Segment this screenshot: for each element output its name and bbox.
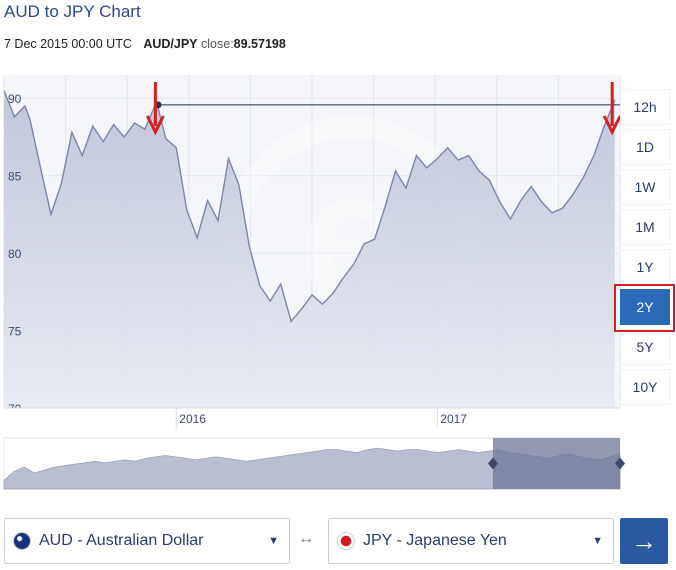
japan-flag-icon [337, 532, 355, 550]
active-range-highlight [614, 284, 675, 332]
pair-label: AUD/JPY [143, 37, 198, 51]
to-currency-select[interactable]: JPY - Japanese Yen ▼ [328, 518, 614, 564]
x-tick-label: 2017 [440, 412, 467, 426]
x-axis-band [4, 408, 620, 428]
series-line [3, 90, 616, 323]
annotation-arrow-2 [602, 82, 622, 136]
close-value: 89.57198 [233, 37, 286, 51]
swap-icon[interactable]: ↔ [298, 530, 314, 547]
arrow-right-icon: → [631, 525, 657, 556]
range-button-1w[interactable]: 1W [620, 169, 670, 205]
range-button-5y[interactable]: 5Y [620, 329, 670, 365]
y-tick-label: 80 [8, 247, 22, 261]
navigator-selection [492, 438, 620, 489]
range-button-10y[interactable]: 10Y [620, 369, 670, 405]
australia-flag-icon [13, 532, 31, 550]
range-button-1d[interactable]: 1D [620, 129, 670, 165]
chevron-down-icon: ▼ [592, 535, 603, 547]
to-currency-label: JPY - Japanese Yen [363, 532, 507, 549]
y-tick-label: 90 [8, 92, 22, 106]
from-currency-label: AUD - Australian Dollar [39, 532, 204, 549]
range-button-12h[interactable]: 12h [620, 89, 670, 125]
x-tick-label: 2016 [179, 412, 206, 426]
datetime-label: 7 Dec 2015 00:00 UTC [4, 37, 132, 51]
range-button-2y[interactable]: 2Y [620, 289, 670, 325]
series-area [4, 90, 615, 408]
navigator-handle-left [487, 457, 498, 470]
aud-jpy-chart[interactable]: e908580757020162017 [0, 70, 676, 495]
page-title: AUD to JPY Chart [4, 2, 141, 21]
close-info: 7 Dec 2015 00:00 UTC AUD/JPY close:89.57… [4, 37, 286, 51]
annotation-arrow-1 [146, 82, 165, 136]
convert-go-button[interactable]: → [620, 518, 668, 564]
y-tick-label: 85 [8, 170, 22, 184]
range-button-1y[interactable]: 1Y [620, 249, 670, 285]
y-tick-label: 75 [8, 325, 22, 339]
close-label: close: [201, 37, 234, 51]
navigator-handle-right [615, 457, 625, 470]
chevron-down-icon: ▼ [268, 535, 279, 547]
range-button-1m[interactable]: 1M [620, 209, 670, 245]
from-currency-select[interactable]: AUD - Australian Dollar ▼ [4, 518, 290, 564]
